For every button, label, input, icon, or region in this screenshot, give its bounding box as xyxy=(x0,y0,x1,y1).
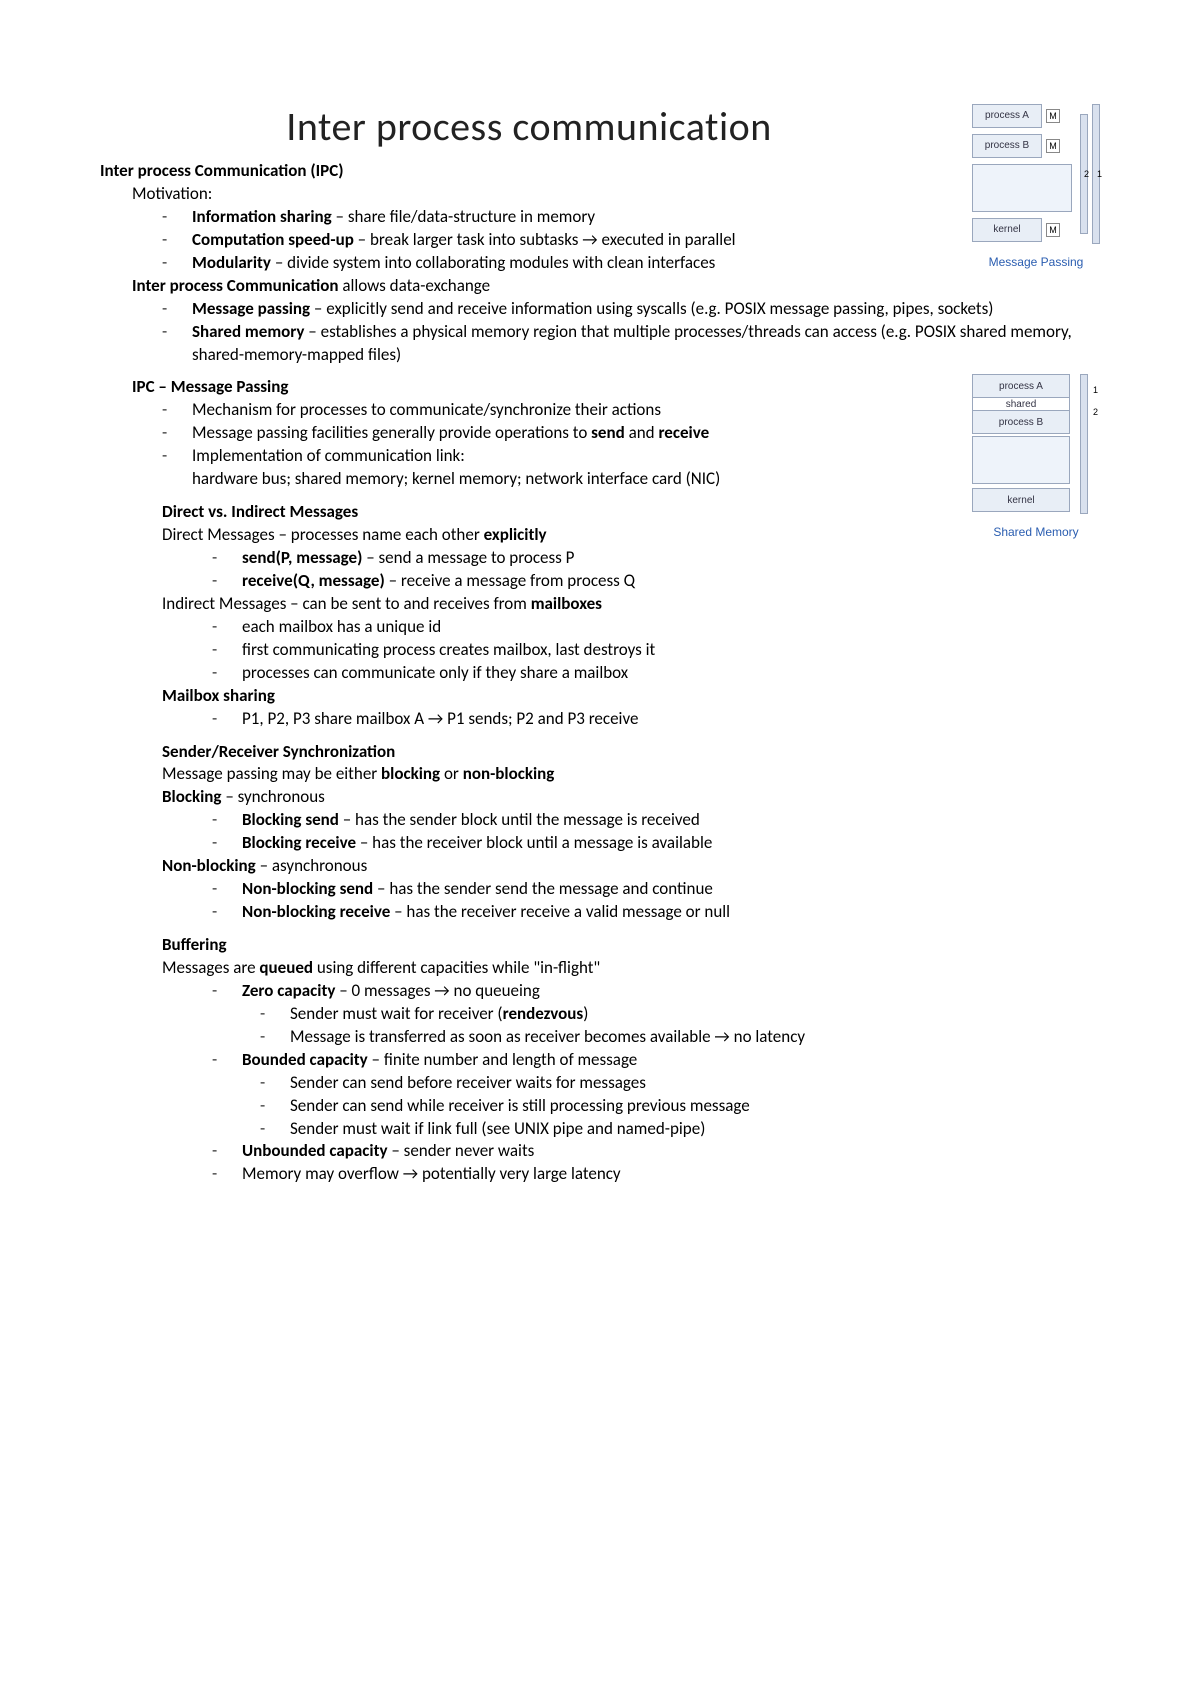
sync-line1: Message passing may be either blocking o… xyxy=(100,763,1100,786)
blocking-item: Blocking receive – has the receiver bloc… xyxy=(212,832,1100,855)
nonblocking-item: Non-blocking receive – has the receiver … xyxy=(212,901,1100,924)
mp-item: Implementation of communication link:har… xyxy=(162,445,1100,491)
fig2-proc-a: process A xyxy=(972,374,1070,398)
heading-buffering: Buffering xyxy=(100,934,1100,957)
indirect-item: processes can communicate only if they s… xyxy=(212,662,1100,685)
motivation-list: Information sharing – share file/data-st… xyxy=(100,206,1100,275)
fig1-spacer xyxy=(972,164,1072,212)
indirect-list: each mailbox has a unique id first commu… xyxy=(100,616,1100,685)
indirect-line: Indirect Messages – can be sent to and r… xyxy=(100,593,1100,616)
buffering-list: Unbounded capacity – sender never waits … xyxy=(100,1140,1100,1186)
heading-ipc: Inter process Communication (IPC) xyxy=(100,160,1100,183)
nonblocking-list: Non-blocking send – has the sender send … xyxy=(100,878,1100,924)
ipc-allows-line: Inter process Communication allows data-… xyxy=(100,275,1100,298)
motivation-item: Computation speed-up – break larger task… xyxy=(162,229,1100,252)
motivation-item: Information sharing – share file/data-st… xyxy=(162,206,1100,229)
mechanism-item: Shared memory – establishes a physical m… xyxy=(162,321,1100,367)
mechanism-item: Message passing – explicitly send and re… xyxy=(162,298,1100,321)
bounded-sub-item: Sender can send while receiver is still … xyxy=(260,1095,1100,1118)
nonblocking-item: Non-blocking send – has the sender send … xyxy=(212,878,1100,901)
zero-sub-item: Message is transferred as soon as receiv… xyxy=(260,1026,1100,1049)
mechanism-list: Message passing – explicitly send and re… xyxy=(100,298,1100,367)
direct-item: receive(Q, message) – receive a message … xyxy=(212,570,1100,593)
mp-item: Message passing facilities generally pro… xyxy=(162,422,1100,445)
fig1-proc-b: process B xyxy=(972,134,1042,158)
fig1-m-a: M xyxy=(1046,109,1060,123)
mailbox-list: P1, P2, P3 share mailbox A → P1 sends; P… xyxy=(100,708,1100,731)
zero-sub-item: Sender must wait for receiver (rendezvou… xyxy=(260,1003,1100,1026)
bounded-sub-item: Sender can send before receiver waits fo… xyxy=(260,1072,1100,1095)
buffering-list: Bounded capacity – finite number and len… xyxy=(100,1049,1100,1072)
zero-sub-list: Sender must wait for receiver (rendezvou… xyxy=(100,1003,1100,1049)
buffering-list: Zero capacity – 0 messages → no queueing xyxy=(100,980,1100,1003)
mailbox-item: P1, P2, P3 share mailbox A → P1 sends; P… xyxy=(212,708,1100,731)
direct-line: Direct Messages – processes name each ot… xyxy=(100,524,1100,547)
heading-direct-indirect: Direct vs. Indirect Messages xyxy=(100,501,1100,524)
mp-item: Mechanism for processes to communicate/s… xyxy=(162,399,1100,422)
fig1-proc-a: process A xyxy=(972,104,1042,128)
fig2-caption: Shared Memory xyxy=(972,524,1100,540)
direct-list: send(P, message) – send a message to pro… xyxy=(100,547,1100,593)
nonblocking-label: Non-blocking – asynchronous xyxy=(100,855,1100,878)
motivation-item: Modularity – divide system into collabor… xyxy=(162,252,1100,275)
fig1-label-2: 2 xyxy=(1084,168,1089,180)
motivation-label: Motivation: xyxy=(100,183,1100,206)
page-title: Inter process communication xyxy=(100,100,1100,154)
bounded-sub-item: Sender must wait if link full (see UNIX … xyxy=(260,1118,1100,1141)
heading-mailbox-sharing: Mailbox sharing xyxy=(100,685,1100,708)
overflow-item: Memory may overflow → potentially very l… xyxy=(212,1163,1100,1186)
bounded-sub-list: Sender can send before receiver waits fo… xyxy=(100,1072,1100,1141)
indirect-item: each mailbox has a unique id xyxy=(212,616,1100,639)
indirect-item: first communicating process creates mail… xyxy=(212,639,1100,662)
bounded-capacity-item: Bounded capacity – finite number and len… xyxy=(212,1049,1100,1072)
fig1-label-1: 1 xyxy=(1097,168,1102,180)
direct-item: send(P, message) – send a message to pro… xyxy=(212,547,1100,570)
unbounded-capacity-item: Unbounded capacity – sender never waits xyxy=(212,1140,1100,1163)
blocking-item: Blocking send – has the sender block unt… xyxy=(212,809,1100,832)
fig2-kernel: kernel xyxy=(972,488,1070,512)
fig2-label-1: 1 xyxy=(1093,384,1098,396)
buffering-line1: Messages are queued using different capa… xyxy=(100,957,1100,980)
zero-capacity-item: Zero capacity – 0 messages → no queueing xyxy=(212,980,1100,1003)
mp-list: Mechanism for processes to communicate/s… xyxy=(100,399,1100,491)
heading-sync: Sender/Receiver Synchronization xyxy=(100,741,1100,764)
fig1-m-b: M xyxy=(1046,139,1060,153)
blocking-label: Blocking – synchronous xyxy=(100,786,1100,809)
blocking-list: Blocking send – has the sender block unt… xyxy=(100,809,1100,855)
heading-mp: IPC – Message Passing xyxy=(100,376,1100,399)
